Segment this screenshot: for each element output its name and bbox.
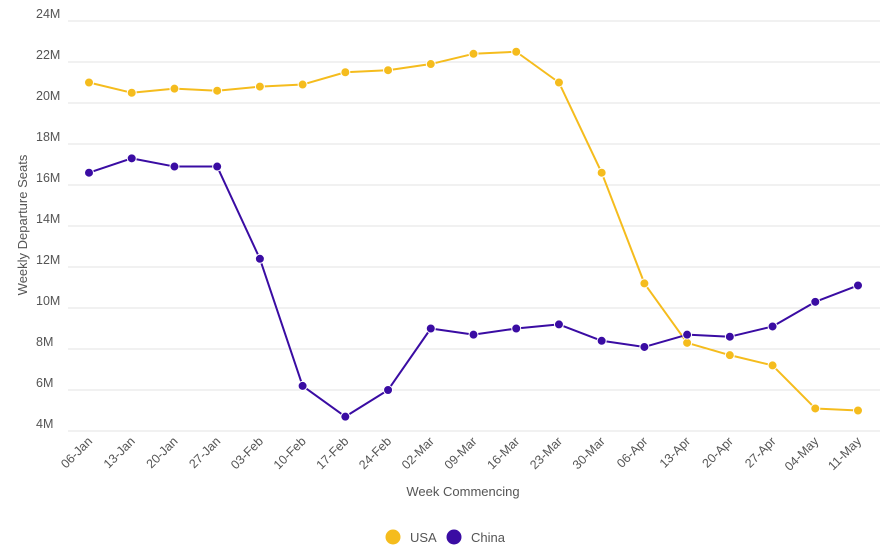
china-point[interactable] (169, 161, 180, 172)
legend-marker (385, 529, 401, 545)
x-axis-title: Week Commencing (406, 484, 519, 499)
x-tick-label: 06-Apr (614, 434, 650, 470)
legend-label: USA (410, 530, 437, 545)
legend-marker (446, 529, 462, 545)
china-point[interactable] (126, 153, 137, 164)
china-point[interactable] (596, 335, 607, 346)
x-tick-label: 10-Feb (271, 434, 309, 472)
china-point[interactable] (84, 167, 94, 178)
usa-point[interactable] (511, 46, 522, 57)
china-point[interactable] (254, 253, 265, 264)
x-tick-label: 20-Apr (700, 434, 736, 470)
y-tick-label: 22M (36, 48, 60, 62)
usa-point[interactable] (126, 87, 137, 98)
x-tick-label: 17-Feb (314, 434, 352, 472)
china-point[interactable] (553, 319, 564, 330)
x-tick-label: 24-Feb (356, 434, 394, 472)
y-axis-title: Weekly Departure Seats (15, 154, 30, 295)
x-tick-label: 11-May (825, 434, 864, 473)
x-tick-label: 09-Mar (442, 434, 480, 472)
legend-item-usa[interactable]: USA (385, 529, 438, 546)
y-tick-label: 4M (36, 417, 53, 431)
usa-point[interactable] (425, 59, 436, 70)
series-china (84, 153, 863, 422)
china-point[interactable] (468, 329, 479, 340)
usa-point[interactable] (169, 83, 180, 94)
y-tick-label: 20M (36, 89, 60, 103)
china-point[interactable] (767, 321, 778, 332)
china-point[interactable] (297, 380, 308, 391)
china-line (88, 157, 859, 418)
x-tick-label: 27-Apr (742, 434, 778, 470)
china-point[interactable] (724, 331, 735, 342)
usa-point[interactable] (297, 79, 308, 90)
usa-point[interactable] (767, 360, 778, 371)
y-tick-label: 24M (36, 7, 60, 21)
y-tick-label: 18M (36, 130, 60, 144)
x-tick-label: 30-Mar (570, 434, 608, 472)
x-tick-label: 13-Jan (101, 434, 138, 471)
y-tick-label: 6M (36, 376, 53, 390)
legend: USA China (385, 529, 506, 546)
china-point[interactable] (810, 296, 821, 307)
legend-label: China (471, 530, 506, 545)
y-tick-label: 16M (36, 171, 60, 185)
usa-point[interactable] (639, 278, 650, 289)
usa-point[interactable] (468, 48, 479, 59)
usa-point[interactable] (853, 405, 863, 416)
y-tick-label: 8M (36, 335, 53, 349)
usa-point[interactable] (254, 81, 265, 92)
usa-point[interactable] (553, 77, 564, 88)
usa-point[interactable] (212, 85, 223, 96)
x-tick-labels: 06-Jan 13-Jan 20-Jan 27-Jan 03-Feb 10-Feb 17-F… (58, 434, 864, 474)
usa-point[interactable] (682, 337, 693, 348)
china-point[interactable] (853, 280, 863, 291)
x-tick-label: 23-Mar (527, 434, 565, 472)
y-tick-label: 14M (36, 212, 60, 226)
x-tick-label: 06-Jan (58, 434, 95, 471)
series-lines (84, 46, 863, 422)
china-point[interactable] (511, 323, 522, 334)
china-point[interactable] (425, 323, 436, 334)
usa-point[interactable] (724, 350, 735, 361)
grid-lines (68, 20, 880, 432)
x-tick-label: 02-Mar (399, 434, 437, 472)
y-tick-label: 10M (36, 294, 60, 308)
usa-point[interactable] (383, 65, 394, 76)
usa-point[interactable] (810, 403, 821, 414)
usa-line (88, 50, 859, 412)
x-tick-label: 20-Jan (144, 434, 181, 471)
china-point[interactable] (682, 329, 693, 340)
usa-point[interactable] (84, 77, 94, 88)
x-tick-label: 27-Jan (186, 434, 223, 471)
x-tick-label: 13-Apr (657, 434, 693, 470)
china-point[interactable] (639, 341, 650, 352)
china-point[interactable] (383, 385, 394, 395)
x-tick-label: 04-May (782, 434, 822, 474)
usa-point[interactable] (596, 167, 607, 178)
china-point[interactable] (212, 161, 223, 172)
china-point[interactable] (340, 411, 351, 422)
series-usa (84, 46, 863, 416)
y-tick-labels: 4M 6M 8M 10M 12M 14M 16M 18M 20M 22M 24M (36, 7, 60, 431)
legend-item-china[interactable]: China (446, 529, 506, 546)
x-tick-label: 16-Mar (484, 434, 522, 472)
usa-point[interactable] (340, 67, 351, 78)
x-tick-label: 03-Feb (228, 434, 266, 472)
y-tick-label: 12M (36, 253, 60, 267)
